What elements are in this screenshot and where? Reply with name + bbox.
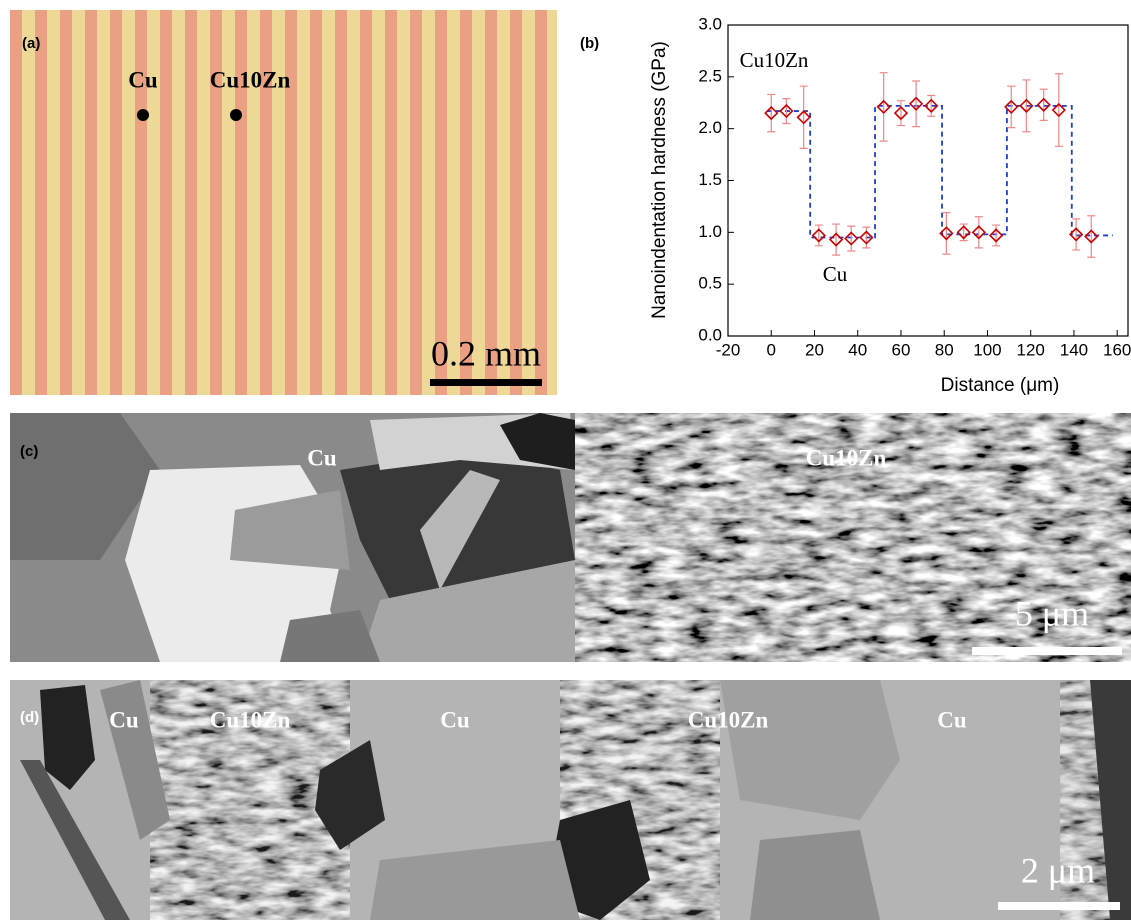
panel-label: (c) xyxy=(20,443,38,460)
annotation: Cu xyxy=(109,707,139,732)
error-bar xyxy=(847,226,855,251)
x-tick-label: 0 xyxy=(767,340,776,359)
x-axis-title: Distance (μm) xyxy=(941,375,1060,396)
error-bar xyxy=(992,225,1000,246)
figure: (a) Cu Cu10Zn 0.2 mm (b) (c) Cu Cu10Zn 5… xyxy=(0,0,1131,920)
x-tick-label: 20 xyxy=(805,340,824,359)
scale-bar xyxy=(972,647,1122,655)
chart-b: Distance (μm) Nanoindentation hardness (… xyxy=(649,14,1131,396)
annotation: Cu xyxy=(440,707,470,732)
y-tick-label: 0.0 xyxy=(698,325,722,344)
error-bar xyxy=(1087,216,1095,257)
error-bar xyxy=(800,86,808,148)
scale-bar-label: 2 μm xyxy=(1021,850,1095,890)
error-bar xyxy=(912,81,920,127)
marker xyxy=(137,109,149,121)
x-tick-label: 140 xyxy=(1060,340,1088,359)
error-bar xyxy=(815,225,823,246)
annotation: Cu10Zn xyxy=(210,707,291,732)
annotation: Cu10Zn xyxy=(210,67,291,92)
y-tick-label: 0.5 xyxy=(698,274,722,293)
x-tick-label: 40 xyxy=(848,340,867,359)
y-axis-title: Nanoindentation hardness (GPa) xyxy=(649,41,670,319)
panel-label: (b) xyxy=(580,35,599,52)
error-bar xyxy=(975,217,983,248)
error-bar xyxy=(832,224,840,255)
panel-label: (d) xyxy=(20,709,39,726)
panel-c: (c) Cu Cu10Zn 5 μm xyxy=(10,413,1131,662)
y-tick-label: 3.0 xyxy=(698,14,722,33)
scale-bar xyxy=(998,902,1120,910)
error-bar xyxy=(1055,74,1063,147)
grain xyxy=(750,830,880,920)
annotation: Cu10Zn xyxy=(688,707,769,732)
x-tick-label: 160 xyxy=(1103,340,1131,359)
y-tick-label: 2.5 xyxy=(698,66,722,85)
y-tick-label: 1.0 xyxy=(698,222,722,241)
annotation: Cu xyxy=(823,262,848,286)
grain xyxy=(720,680,900,820)
error-bar xyxy=(1040,89,1048,120)
error-bar xyxy=(942,213,950,254)
panel-label: (a) xyxy=(22,35,40,52)
error-bar xyxy=(1072,219,1080,250)
error-bar xyxy=(1007,86,1015,127)
annotation: Cu xyxy=(128,67,158,92)
y-tick-label: 1.5 xyxy=(698,170,722,189)
error-bar xyxy=(767,94,775,131)
x-tick-label: 80 xyxy=(935,340,954,359)
fit-line xyxy=(767,106,1113,238)
scale-bar xyxy=(430,379,542,386)
x-tick-label: 120 xyxy=(1017,340,1045,359)
annotation: Cu10Zn xyxy=(806,445,887,470)
error-bar xyxy=(897,101,905,126)
marker xyxy=(230,109,242,121)
annotation: Cu xyxy=(937,707,967,732)
panel-d: (d) Cu Cu10Zn Cu Cu10Zn Cu 2 μm xyxy=(10,680,1131,920)
x-tick-label: 60 xyxy=(892,340,911,359)
annotation: Cu10Zn xyxy=(740,48,809,72)
scale-bar-label: 0.2 mm xyxy=(431,333,541,373)
panel-a: (a) Cu Cu10Zn 0.2 mm xyxy=(10,10,557,395)
error-bar xyxy=(880,73,888,141)
x-tick-label: 100 xyxy=(973,340,1001,359)
scale-bar-label: 5 μm xyxy=(1015,593,1089,633)
annotation: Cu xyxy=(307,445,337,470)
y-tick-label: 2.0 xyxy=(698,118,722,137)
